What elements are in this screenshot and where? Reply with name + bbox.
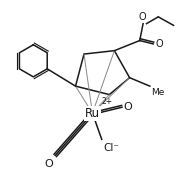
Text: Me: Me bbox=[152, 88, 165, 97]
Text: 2+: 2+ bbox=[102, 97, 113, 106]
Text: Cl⁻: Cl⁻ bbox=[103, 143, 119, 153]
Text: O: O bbox=[44, 159, 53, 169]
Text: O: O bbox=[124, 102, 132, 112]
Text: Ru: Ru bbox=[85, 107, 100, 120]
Text: O: O bbox=[138, 12, 146, 22]
Text: O: O bbox=[155, 39, 163, 49]
